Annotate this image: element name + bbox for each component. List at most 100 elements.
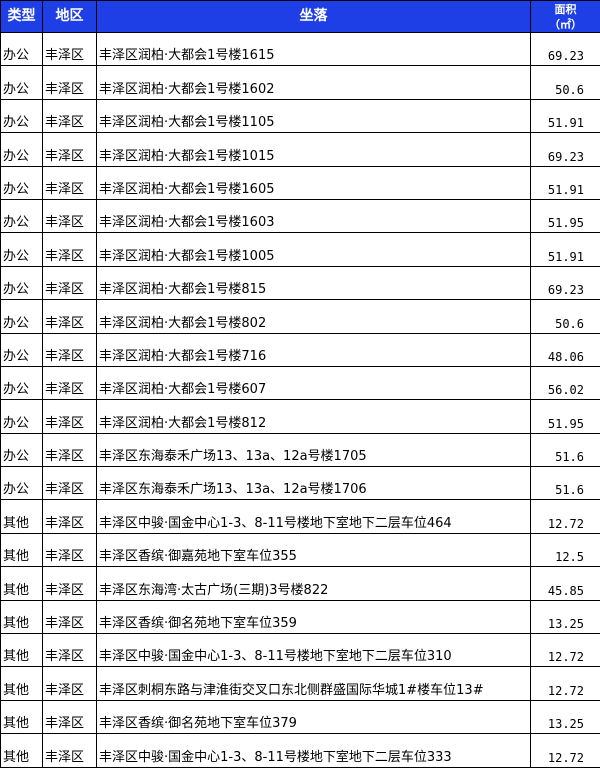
cell-area: 12.72 [531,734,600,767]
cell-district: 丰泽区 [43,667,97,700]
cell-type: 办公 [1,33,43,66]
cell-district: 丰泽区 [43,700,97,733]
cell-location: 丰泽区润柏·大都会1号楼607 [97,366,531,399]
cell-location: 丰泽区润柏·大都会1号楼1602 [97,66,531,99]
cell-district: 丰泽区 [43,433,97,466]
cell-type: 办公 [1,433,43,466]
cell-area: 51.95 [531,199,600,232]
cell-type: 其他 [1,600,43,633]
cell-area: 13.25 [531,700,600,733]
cell-location: 丰泽区润柏·大都会1号楼1615 [97,33,531,66]
cell-area: 45.85 [531,567,600,600]
cell-area: 69.23 [531,266,600,299]
cell-location: 丰泽区中骏·国金中心1-3、8-11号楼地下室地下二层车位310 [97,634,531,667]
cell-district: 丰泽区 [43,66,97,99]
cell-type: 办公 [1,333,43,366]
cell-district: 丰泽区 [43,567,97,600]
cell-location: 丰泽区润柏·大都会1号楼1605 [97,166,531,199]
cell-location: 丰泽区香缤·御嘉苑地下室车位355 [97,533,531,566]
header-type: 类型 [1,1,43,33]
cell-area: 12.5 [531,533,600,566]
cell-location: 丰泽区香缤·御名苑地下室车位379 [97,700,531,733]
cell-location: 丰泽区润柏·大都会1号楼1005 [97,233,531,266]
cell-district: 丰泽区 [43,600,97,633]
cell-district: 丰泽区 [43,467,97,500]
header-area-label: 面积 [531,2,600,17]
cell-area: 13.25 [531,600,600,633]
cell-type: 办公 [1,199,43,232]
cell-location: 丰泽区润柏·大都会1号楼716 [97,333,531,366]
cell-district: 丰泽区 [43,233,97,266]
cell-type: 办公 [1,366,43,399]
cell-area: 12.72 [531,500,600,533]
cell-type: 其他 [1,634,43,667]
cell-area: 51.91 [531,99,600,132]
cell-type: 其他 [1,533,43,566]
cell-district: 丰泽区 [43,634,97,667]
cell-type: 办公 [1,133,43,166]
cell-district: 丰泽区 [43,500,97,533]
cell-location: 丰泽区润柏·大都会1号楼815 [97,266,531,299]
cell-area: 51.95 [531,400,600,433]
cell-type: 其他 [1,567,43,600]
cell-district: 丰泽区 [43,333,97,366]
cell-area: 56.02 [531,366,600,399]
cell-type: 办公 [1,99,43,132]
cell-type: 其他 [1,700,43,733]
cell-location: 丰泽区润柏·大都会1号楼1105 [97,99,531,132]
cell-area: 51.6 [531,433,600,466]
cell-area: 12.72 [531,634,600,667]
cell-area: 69.23 [531,133,600,166]
cell-location: 丰泽区润柏·大都会1号楼812 [97,400,531,433]
cell-area: 48.06 [531,333,600,366]
cell-location: 丰泽区刺桐东路与津淮街交叉口东北侧群盛国际华城1#楼车位13# [97,667,531,700]
cell-area: 12.72 [531,667,600,700]
cell-district: 丰泽区 [43,199,97,232]
cell-type: 其他 [1,500,43,533]
cell-district: 丰泽区 [43,166,97,199]
cell-area: 51.91 [531,166,600,199]
cell-district: 丰泽区 [43,366,97,399]
cell-type: 办公 [1,66,43,99]
cell-location: 丰泽区香缤·御名苑地下室车位359 [97,600,531,633]
cell-district: 丰泽区 [43,400,97,433]
cell-location: 丰泽区东海泰禾广场13、13a、12a号楼1705 [97,433,531,466]
header-area: 面积（㎡） [531,1,600,33]
cell-type: 办公 [1,266,43,299]
cell-district: 丰泽区 [43,266,97,299]
cell-type: 办公 [1,400,43,433]
cell-district: 丰泽区 [43,533,97,566]
cell-district: 丰泽区 [43,133,97,166]
table-row: 其他丰泽区丰泽区刺桐东路与津淮街交叉口东北侧群盛国际华城1#楼车位13#12.7… [1,667,600,700]
cell-type: 办公 [1,166,43,199]
cell-area: 50.6 [531,300,600,333]
cell-type: 办公 [1,233,43,266]
cell-district: 丰泽区 [43,734,97,767]
cell-type: 办公 [1,467,43,500]
cell-type: 其他 [1,734,43,767]
cell-location: 丰泽区润柏·大都会1号楼1015 [97,133,531,166]
cell-area: 69.23 [531,33,600,66]
cell-location: 丰泽区中骏·国金中心1-3、8-11号楼地下室地下二层车位464 [97,500,531,533]
cell-location: 丰泽区东海泰禾广场13、13a、12a号楼1706 [97,467,531,500]
